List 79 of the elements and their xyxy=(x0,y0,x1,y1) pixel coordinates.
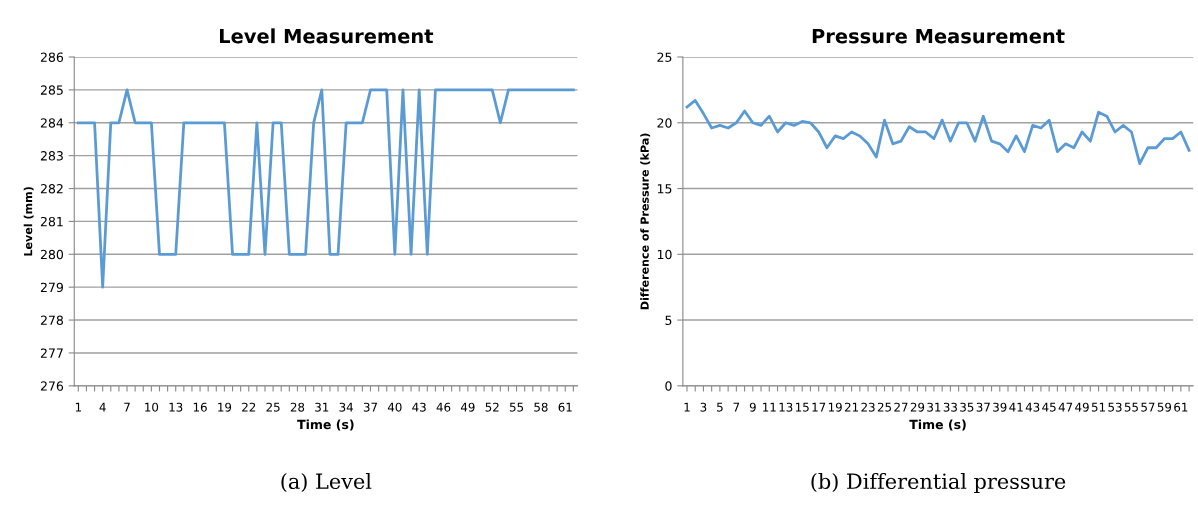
chart-title: Level Measurement xyxy=(219,28,434,44)
x-tick-label: 25 xyxy=(266,402,280,412)
x-tick-label: 46 xyxy=(436,402,451,412)
x-tick-label: 33 xyxy=(943,402,957,412)
x-tick-label: 22 xyxy=(242,402,256,412)
y-tick-label: 279 xyxy=(40,282,63,293)
x-tick-label: 34 xyxy=(339,402,353,412)
x-tick-label: 1 xyxy=(684,402,690,412)
x-tick-label: 13 xyxy=(779,402,793,412)
x-tick-label: 47 xyxy=(1058,402,1073,412)
y-tick-label: 5 xyxy=(665,315,672,325)
y-tick-label: 285 xyxy=(40,85,63,95)
x-tick-label: 51 xyxy=(1091,402,1105,412)
x-axis-title: Time (s) xyxy=(909,419,966,431)
y-tick-label: 286 xyxy=(40,52,64,62)
y-tick-label: 283 xyxy=(40,151,63,161)
x-tick-label: 61 xyxy=(558,402,572,412)
y-axis-title: Difference of Pressure (kPa) xyxy=(640,133,651,310)
x-tick-label: 23 xyxy=(861,402,875,412)
y-tick-label: 15 xyxy=(657,184,672,194)
x-tick-label: 3 xyxy=(700,402,707,412)
x-tick-label: 45 xyxy=(1042,402,1056,412)
x-tick-label: 27 xyxy=(894,402,908,412)
x-tick-label: 16 xyxy=(193,402,207,412)
x-tick-label: 9 xyxy=(749,402,756,412)
x-tick-label: 61 xyxy=(1174,402,1188,412)
x-tick-label: 37 xyxy=(976,402,990,412)
x-tick-label: 11 xyxy=(763,402,776,412)
y-tick-label: 10 xyxy=(657,249,672,260)
x-tick-label: 31 xyxy=(927,402,941,412)
x-tick-label: 7 xyxy=(124,402,130,412)
x-tick-label: 43 xyxy=(412,402,426,412)
y-tick-label: 25 xyxy=(657,52,672,62)
x-tick-label: 5 xyxy=(717,402,723,412)
line-series xyxy=(685,99,1191,165)
x-tick-label: 55 xyxy=(509,402,524,412)
x-axis-title: Time (s) xyxy=(297,419,354,431)
x-tick-label: 29 xyxy=(910,402,925,412)
y-tick-label: 281 xyxy=(40,216,63,227)
y-tick-label: 0 xyxy=(665,381,672,391)
x-tick-label: 58 xyxy=(534,402,548,412)
y-tick-label: 280 xyxy=(40,249,64,260)
y-tick-label: 276 xyxy=(40,381,64,391)
chart-title: Pressure Measurement xyxy=(812,28,1065,44)
text: (b) Differential pressure xyxy=(811,472,1066,494)
x-tick-label: 7 xyxy=(733,402,740,412)
x-tick-label: 52 xyxy=(485,402,499,412)
x-tick-label: 31 xyxy=(315,402,329,412)
x-tick-label: 43 xyxy=(1025,402,1040,412)
x-tick-label: 28 xyxy=(290,402,305,412)
x-tick-label: 49 xyxy=(1075,402,1089,412)
x-tick-label: 49 xyxy=(460,402,475,412)
x-tick-label: 37 xyxy=(363,402,377,412)
x-tick-label: 59 xyxy=(1157,402,1172,412)
y-tick-label: 284 xyxy=(40,118,64,128)
y-axis-title: Level (mm) xyxy=(23,187,34,256)
x-tick-label: 19 xyxy=(218,402,232,412)
x-tick-label: 57 xyxy=(1141,402,1155,412)
x-tick-label: 17 xyxy=(812,402,826,412)
x-tick-label: 10 xyxy=(145,402,159,412)
x-tick-label: 35 xyxy=(960,402,974,412)
line-series xyxy=(76,88,575,289)
y-tick-label: 277 xyxy=(40,348,63,358)
y-tick-label: 278 xyxy=(40,315,63,325)
x-tick-label: 21 xyxy=(844,402,859,412)
x-tick-label: 15 xyxy=(796,402,809,412)
y-tick-label: 20 xyxy=(657,118,672,128)
x-tick-label: 25 xyxy=(877,402,892,412)
x-tick-label: 39 xyxy=(993,402,1007,412)
x-tick-label: 1 xyxy=(75,402,81,412)
x-tick-label: 53 xyxy=(1108,402,1122,412)
x-tick-label: 41 xyxy=(1009,402,1023,412)
x-tick-label: 40 xyxy=(387,402,402,412)
y-tick-label: 282 xyxy=(40,184,63,194)
x-tick-label: 55 xyxy=(1124,402,1138,412)
x-tick-label: 19 xyxy=(828,402,842,412)
x-tick-label: 4 xyxy=(99,402,106,412)
text: (a) Level xyxy=(281,472,372,493)
x-tick-label: 13 xyxy=(169,402,183,412)
